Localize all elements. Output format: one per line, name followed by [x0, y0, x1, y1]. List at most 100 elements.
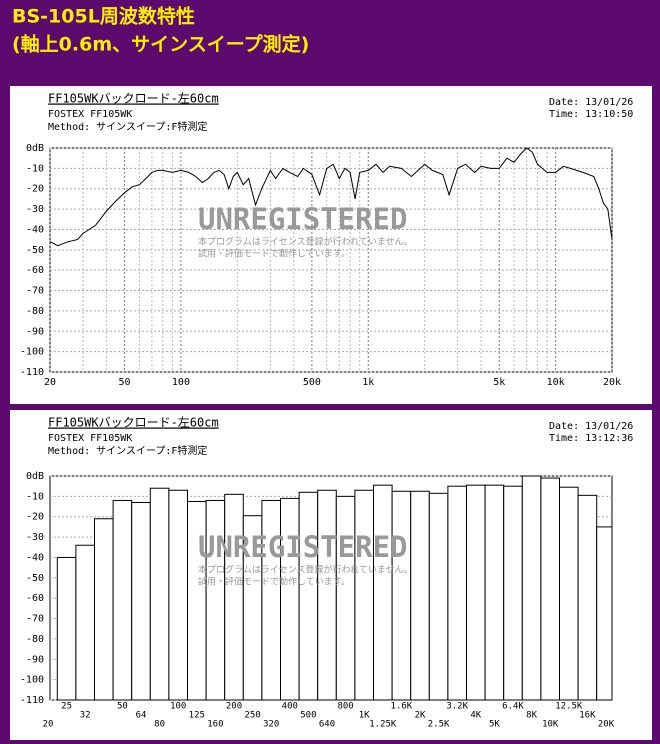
- method: Method: サインスイープ:F特測定: [48, 120, 207, 133]
- bar: [559, 486, 579, 701]
- y-tick-label: -110: [20, 695, 44, 706]
- x-tick-label: 5K: [489, 720, 500, 730]
- x-tick-label: 20k: [603, 377, 621, 388]
- y-tick-label: -80: [26, 306, 44, 317]
- bar: [577, 494, 598, 701]
- x-tick-label: 4K: [470, 711, 481, 721]
- y-tick-label: -20: [26, 512, 44, 523]
- y-tick-label: -40: [26, 224, 44, 235]
- x-tick-label: 800: [337, 702, 353, 712]
- bar: [354, 489, 374, 701]
- watermark: UNREGISTERED: [198, 530, 408, 564]
- x-tick-label: 500: [303, 377, 321, 388]
- y-tick-label: -70: [26, 286, 44, 297]
- x-tick-label: 100: [172, 377, 190, 388]
- x-tick-label: 1.25K: [369, 720, 397, 730]
- maker: FOSTEX FF105WK: [48, 433, 132, 444]
- maker: FOSTEX FF105WK: [48, 109, 132, 120]
- chart-title: FF105WKバックロード-左60cm: [48, 91, 219, 106]
- x-tick-label: 250: [244, 711, 260, 721]
- time: Time: 13:10:50: [549, 109, 633, 120]
- x-tick-label: 50: [119, 377, 131, 388]
- method: Method: サインスイープ:F特測定: [48, 444, 207, 457]
- x-tick-label: 400: [282, 702, 298, 712]
- x-tick-label: 500: [300, 711, 316, 721]
- x-tick-label: 80: [154, 720, 165, 730]
- x-tick-label: 2.5K: [428, 720, 450, 730]
- response-line: [49, 147, 613, 247]
- x-tick-label: 50: [117, 702, 128, 712]
- bar: [298, 491, 319, 701]
- x-tick-label: 8K: [526, 711, 537, 721]
- y-tick-label: -90: [26, 326, 44, 337]
- bar: [335, 495, 356, 701]
- y-tick-label: 0dB: [26, 143, 44, 154]
- watermark: UNREGISTERED: [198, 202, 408, 236]
- bar: [447, 485, 467, 701]
- bar: [410, 490, 430, 701]
- bar: [466, 484, 486, 701]
- chart-title: FF105WKバックロード-左60cm: [48, 415, 219, 430]
- x-tick-label: 10K: [542, 720, 559, 730]
- x-tick-label: 640: [319, 720, 335, 730]
- date: Date: 13/01/26: [549, 97, 633, 108]
- bar: [94, 518, 114, 701]
- bar: [428, 492, 449, 701]
- bar: [280, 497, 300, 701]
- date: Date: 13/01/26: [549, 421, 633, 432]
- bar: [484, 484, 505, 701]
- watermark-note: 本プログラムはライセンス登録が行われていません。: [198, 236, 413, 248]
- y-tick-label: -50: [26, 245, 44, 256]
- y-tick-label: -100: [20, 347, 44, 358]
- page-title: BS-105L周波数特性: [12, 5, 195, 28]
- watermark-note: 試用・評価モードで動作しています。: [198, 576, 350, 588]
- x-tick-label: 6.4K: [502, 702, 524, 712]
- x-tick-label: 125: [189, 711, 205, 721]
- bar: [75, 544, 96, 701]
- y-tick-label: -60: [26, 265, 44, 276]
- x-tick-label: 25: [61, 702, 72, 712]
- y-tick-label: -110: [20, 367, 44, 378]
- x-tick-label: 64: [136, 711, 147, 721]
- bar: [540, 477, 561, 701]
- y-tick-label: -50: [26, 573, 44, 584]
- y-tick-label: -100: [20, 675, 44, 686]
- watermark-note: 試用・評価モードで動作しています。: [198, 248, 350, 260]
- y-tick-label: 0dB: [26, 471, 44, 482]
- x-tick-label: 1k: [362, 377, 374, 388]
- x-tick-label: 20K: [598, 720, 615, 730]
- x-tick-label: 1K: [359, 711, 370, 721]
- bar: [56, 556, 77, 701]
- x-tick-label: 2K: [415, 711, 426, 721]
- y-tick-label: -30: [26, 532, 44, 543]
- page-subtitle: (軸上0.6m、サインスイープ測定): [12, 33, 309, 56]
- x-tick-label: 12.5K: [555, 702, 583, 712]
- x-tick-label: 20: [43, 720, 54, 730]
- time: Time: 13:12:36: [549, 433, 633, 444]
- y-tick-label: -90: [26, 654, 44, 665]
- bar: [373, 484, 393, 701]
- x-tick-label: 20: [44, 377, 56, 388]
- x-tick-label: 1.6K: [391, 702, 413, 712]
- bar: [596, 526, 613, 701]
- bar: [131, 501, 151, 701]
- bar: [112, 499, 133, 701]
- bar: [317, 489, 337, 701]
- x-tick-label: 100: [170, 702, 186, 712]
- x-tick-label: 320: [263, 720, 279, 730]
- y-tick-label: -70: [26, 614, 44, 625]
- y-tick-label: -40: [26, 552, 44, 563]
- y-tick-label: -10: [26, 491, 44, 502]
- x-tick-label: 5k: [493, 377, 505, 388]
- x-tick-label: 200: [226, 702, 242, 712]
- x-tick-label: 160: [207, 720, 223, 730]
- x-tick-label: 3.2K: [446, 702, 468, 712]
- x-tick-label: 32: [80, 711, 91, 721]
- bar: [503, 485, 523, 701]
- y-tick-label: -80: [26, 634, 44, 645]
- y-tick-label: -10: [26, 163, 44, 174]
- watermark-note: 本プログラムはライセンス登録が行われていません。: [198, 564, 413, 576]
- bar: [149, 487, 170, 701]
